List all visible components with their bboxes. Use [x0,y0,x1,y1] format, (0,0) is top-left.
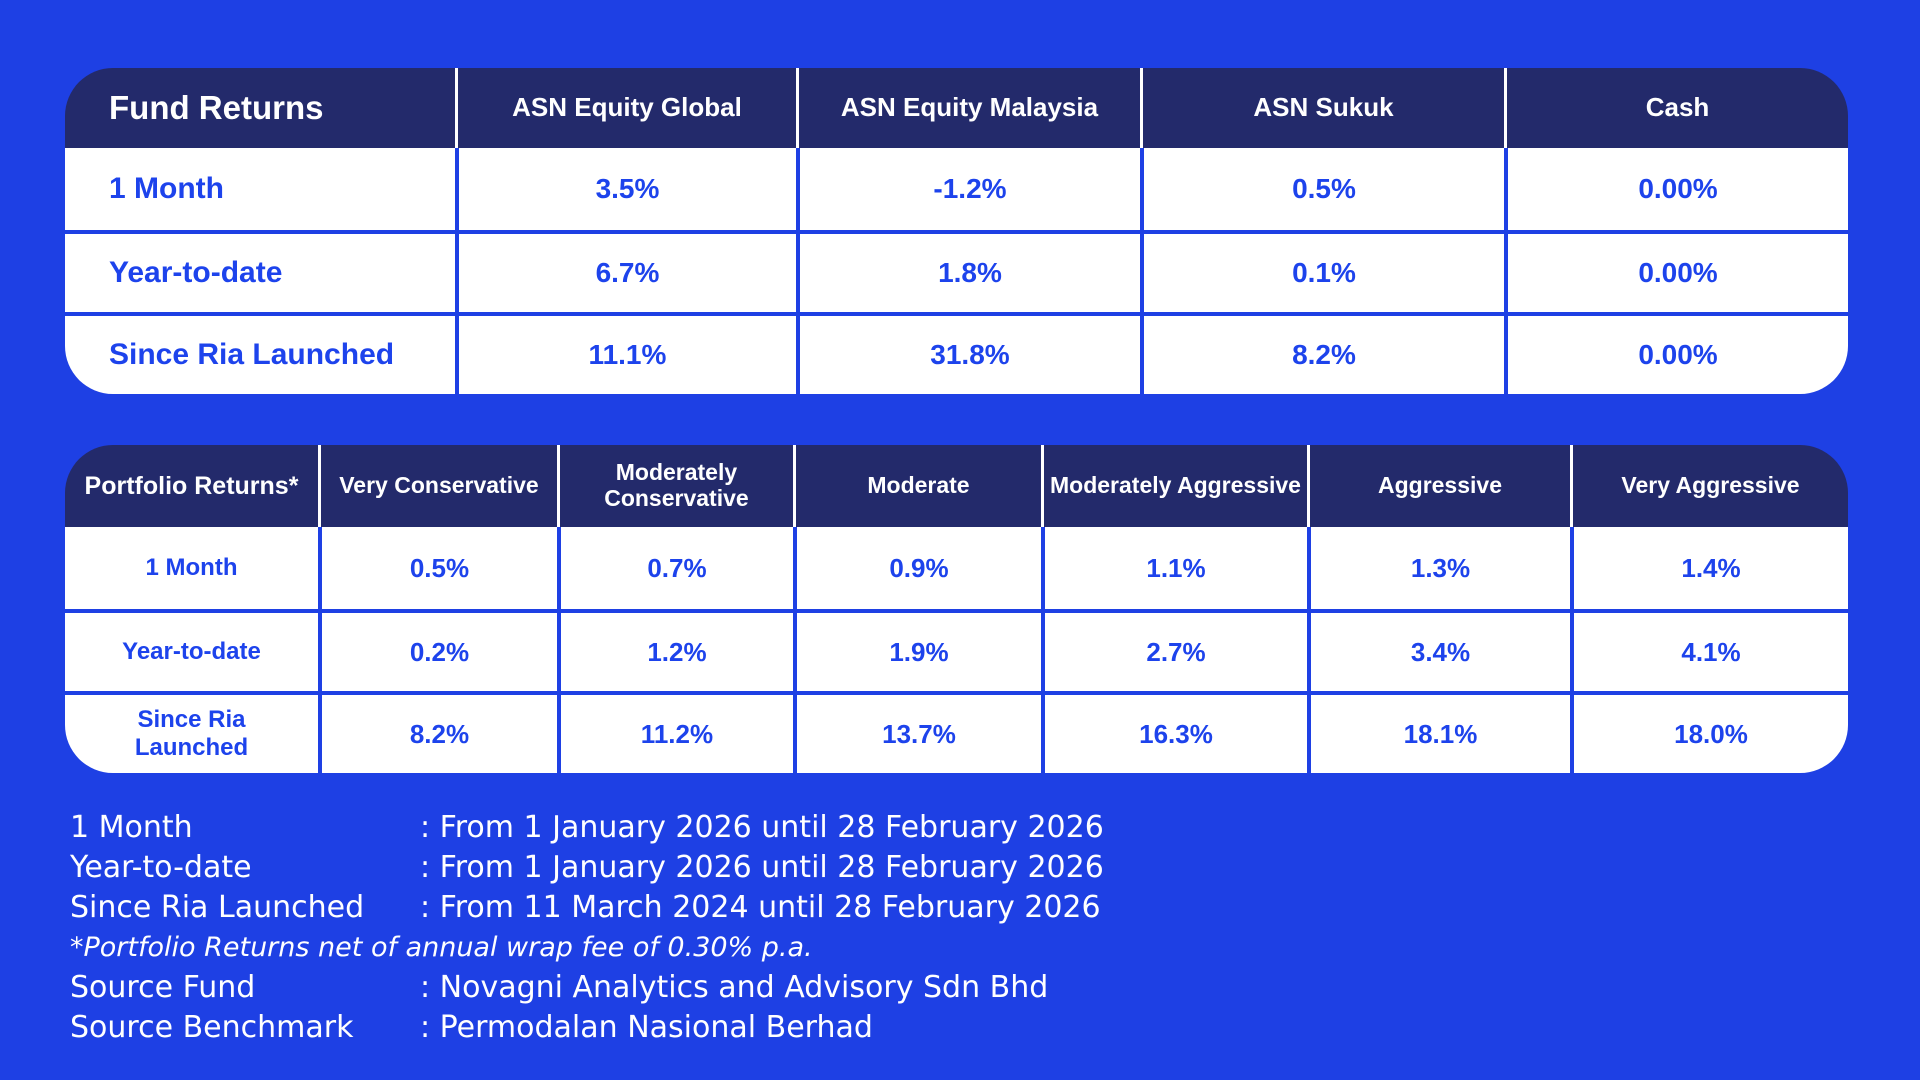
portfolio-returns-table: Portfolio Returns* Very Conservative Moder… [65,445,1848,773]
value-cell: 8.2% [1139,312,1505,394]
table-row: Since Ria Launched 11.1% 31.8% 8.2% 0.00% [65,312,1848,394]
note-label: Since Ria Launched [70,890,365,925]
footnotes: 1 Month : From 1 January 2026 until 28 Fe… [70,808,1370,1048]
value-cell: 11.2% [556,691,793,773]
header-row: Fund Returns ASN Equity Global ASN Equity … [65,68,1848,148]
column-header: Cash [1504,68,1848,148]
fund-returns-body: 1 Month 3.5% -1.2% 0.5% 0.00% Year-to-date 6.7… [65,148,1848,394]
value-cell: 6.7% [454,230,797,312]
note-row: *Portfolio Returns net of annual wrap fe… [70,928,1370,968]
value-cell: 2.7% [1040,609,1307,691]
note-text: : From 11 March 2024 until 28 February 2… [420,890,1101,925]
table-row: 1 Month 0.5% 0.7% 0.9% 1.1% 1.3% 1.4% [65,527,1848,609]
portfolio-returns-table-grid: Portfolio Returns* Very Conservative Moder… [65,445,1848,773]
fund-returns-table: Fund Returns ASN Equity Global ASN Equity … [65,68,1848,394]
value-cell: 4.1% [1569,609,1848,691]
table-row: Since Ria Launched 8.2% 11.2% 13.7% 16.3% 18.… [65,691,1848,773]
value-cell: 1.9% [792,609,1041,691]
column-header: Aggressive [1307,445,1570,527]
value-cell: 0.9% [792,527,1041,609]
value-cell: 1.4% [1569,527,1848,609]
note-text: *Portfolio Returns net of annual wrap fe… [70,932,813,963]
fund-returns-table-grid: Fund Returns ASN Equity Global ASN Equity … [65,68,1848,394]
value-cell: 1.3% [1307,527,1570,609]
value-cell: 0.2% [318,609,557,691]
value-cell: 13.7% [792,691,1041,773]
column-header: ASN Sukuk [1139,68,1505,148]
row-label: Year-to-date [65,609,318,691]
table-row: 1 Month 3.5% -1.2% 0.5% 0.00% [65,148,1848,230]
value-cell: 0.5% [318,527,557,609]
fund-returns-header: Fund Returns ASN Equity Global ASN Equity … [65,68,1848,148]
note-label: Source Fund [70,970,256,1005]
value-cell: 18.0% [1569,691,1848,773]
value-cell: 0.00% [1504,230,1848,312]
row-label: Year-to-date [65,230,455,312]
value-cell: 1.2% [556,609,793,691]
header-row: Portfolio Returns* Very Conservative Moder… [65,445,1848,527]
value-cell: 31.8% [796,312,1140,394]
portfolio-returns-body: 1 Month 0.5% 0.7% 0.9% 1.1% 1.3% 1.4% Year-to-d… [65,527,1848,773]
value-cell: -1.2% [796,148,1140,230]
value-cell: 0.5% [1139,148,1505,230]
value-cell: 11.1% [454,312,797,394]
column-header: ASN Equity Malaysia [796,68,1140,148]
value-cell: 3.4% [1307,609,1570,691]
value-cell: 18.1% [1307,691,1570,773]
table-row: Year-to-date 6.7% 1.8% 0.1% 0.00% [65,230,1848,312]
note-label: 1 Month [70,810,193,845]
row-label: 1 Month [65,148,455,230]
column-header: Very Aggressive [1569,445,1848,527]
value-cell: 0.00% [1504,312,1848,394]
value-cell: 1.8% [796,230,1140,312]
note-row: Source Fund : Novagni Analytics and Advis… [70,968,1370,1008]
portfolio-returns-header: Portfolio Returns* Very Conservative Moder… [65,445,1848,527]
note-text: : Novagni Analytics and Advisory Sdn Bhd [420,970,1049,1005]
table-title: Fund Returns [65,68,455,148]
column-header: Very Conservative [318,445,557,527]
value-cell: 0.7% [556,527,793,609]
value-cell: 8.2% [318,691,557,773]
note-text: : Permodalan Nasional Berhad [420,1010,873,1045]
value-cell: 3.5% [454,148,797,230]
note-row: 1 Month : From 1 January 2026 until 28 Fe… [70,808,1370,848]
table-title: Portfolio Returns* [65,445,318,527]
column-header: ASN Equity Global [454,68,797,148]
note-label: Source Benchmark [70,1010,354,1045]
note-text: : From 1 January 2026 until 28 February … [420,850,1104,885]
value-cell: 0.1% [1139,230,1505,312]
note-row: Source Benchmark : Permodalan Nasional Be… [70,1008,1370,1048]
value-cell: 1.1% [1040,527,1307,609]
note-row: Since Ria Launched : From 11 March 2024 u… [70,888,1370,928]
value-cell: 0.00% [1504,148,1848,230]
column-header: Moderately Aggressive [1040,445,1307,527]
note-row: Year-to-date : From 1 January 2026 until … [70,848,1370,888]
row-label: Since Ria Launched [65,691,318,773]
column-header: Moderately Conservative [556,445,793,527]
note-label: Year-to-date [70,850,252,885]
note-text: : From 1 January 2026 until 28 February … [420,810,1104,845]
value-cell: 16.3% [1040,691,1307,773]
table-row: Year-to-date 0.2% 1.2% 1.9% 2.7% 3.4% 4.1% [65,609,1848,691]
row-label: Since Ria Launched [65,312,455,394]
column-header: Moderate [792,445,1041,527]
row-label: 1 Month [65,527,318,609]
